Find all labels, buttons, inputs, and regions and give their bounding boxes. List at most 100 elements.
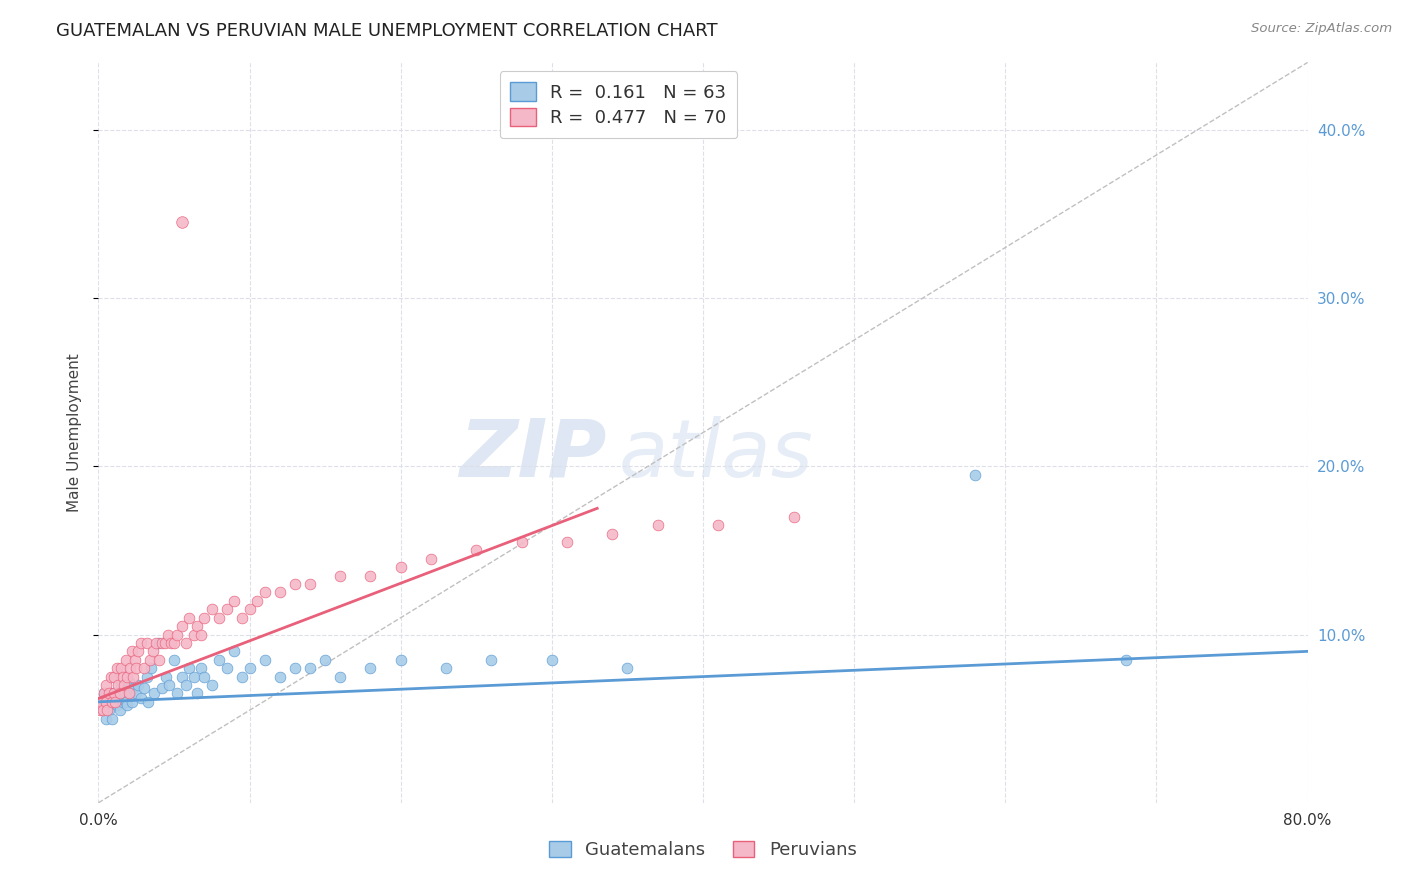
- Point: [246, 594, 269, 608]
- Point: [360, 661, 382, 675]
- Point: [122, 670, 145, 684]
- Point: [170, 670, 193, 684]
- Point: [153, 636, 176, 650]
- Point: [100, 670, 122, 684]
- Point: [555, 535, 578, 549]
- Point: [90, 695, 112, 709]
- Point: [108, 686, 131, 700]
- Point: [174, 678, 197, 692]
- Point: [783, 509, 806, 524]
- Point: [299, 661, 322, 675]
- Point: [111, 695, 134, 709]
- Point: [231, 670, 253, 684]
- Point: [510, 535, 533, 549]
- Point: [253, 653, 276, 667]
- Point: [115, 670, 138, 684]
- Point: [101, 695, 124, 709]
- Point: [150, 681, 173, 696]
- Point: [143, 686, 166, 700]
- Point: [179, 610, 201, 624]
- Point: [193, 670, 215, 684]
- Point: [98, 686, 121, 700]
- Point: [190, 661, 212, 675]
- Point: [122, 681, 145, 696]
- Point: [118, 686, 141, 700]
- Point: [110, 661, 132, 675]
- Point: [91, 703, 114, 717]
- Point: [253, 585, 276, 599]
- Point: [215, 661, 238, 675]
- Point: [104, 695, 127, 709]
- Point: [132, 661, 155, 675]
- Point: [163, 653, 186, 667]
- Point: [124, 653, 146, 667]
- Point: [98, 703, 121, 717]
- Point: [94, 695, 117, 709]
- Point: [201, 602, 224, 616]
- Point: [239, 661, 262, 675]
- Point: [965, 467, 987, 482]
- Point: [465, 543, 488, 558]
- Point: [647, 518, 669, 533]
- Point: [166, 627, 188, 641]
- Text: ZIP: ZIP: [458, 416, 606, 494]
- Point: [160, 636, 183, 650]
- Point: [707, 518, 730, 533]
- Point: [224, 594, 246, 608]
- Point: [103, 686, 125, 700]
- Point: [129, 636, 152, 650]
- Point: [481, 653, 503, 667]
- Point: [107, 678, 129, 692]
- Point: [186, 619, 208, 633]
- Point: [114, 695, 136, 709]
- Point: [540, 653, 562, 667]
- Point: [125, 686, 148, 700]
- Point: [103, 670, 125, 684]
- Legend: R =  0.161   N = 63, R =  0.477   N = 70: R = 0.161 N = 63, R = 0.477 N = 70: [499, 71, 737, 138]
- Text: GUATEMALAN VS PERUVIAN MALE UNEMPLOYMENT CORRELATION CHART: GUATEMALAN VS PERUVIAN MALE UNEMPLOYMENT…: [56, 22, 718, 40]
- Point: [120, 661, 142, 675]
- Point: [107, 691, 129, 706]
- Point: [389, 560, 412, 574]
- Point: [190, 627, 212, 641]
- Point: [1115, 653, 1137, 667]
- Point: [201, 678, 224, 692]
- Point: [103, 695, 125, 709]
- Point: [114, 653, 136, 667]
- Point: [299, 577, 322, 591]
- Point: [170, 619, 193, 633]
- Point: [329, 568, 352, 582]
- Point: [602, 526, 624, 541]
- Point: [183, 670, 205, 684]
- Point: [110, 678, 132, 692]
- Point: [284, 661, 307, 675]
- Point: [170, 215, 193, 229]
- Point: [284, 577, 307, 591]
- Point: [155, 670, 177, 684]
- Point: [156, 627, 179, 641]
- Point: [90, 695, 112, 709]
- Point: [150, 636, 173, 650]
- Point: [108, 703, 131, 717]
- Point: [115, 698, 138, 713]
- Point: [186, 686, 208, 700]
- Point: [101, 712, 124, 726]
- Point: [148, 653, 170, 667]
- Point: [174, 636, 197, 650]
- Point: [105, 661, 128, 675]
- Point: [208, 610, 231, 624]
- Point: [94, 712, 117, 726]
- Point: [96, 695, 118, 709]
- Point: [269, 670, 291, 684]
- Point: [100, 686, 122, 700]
- Point: [127, 678, 149, 692]
- Point: [121, 695, 143, 709]
- Point: [93, 686, 115, 700]
- Point: [91, 703, 114, 717]
- Text: atlas: atlas: [619, 416, 813, 494]
- Point: [120, 686, 142, 700]
- Point: [329, 670, 352, 684]
- Point: [139, 653, 162, 667]
- Point: [93, 686, 115, 700]
- Point: [121, 644, 143, 658]
